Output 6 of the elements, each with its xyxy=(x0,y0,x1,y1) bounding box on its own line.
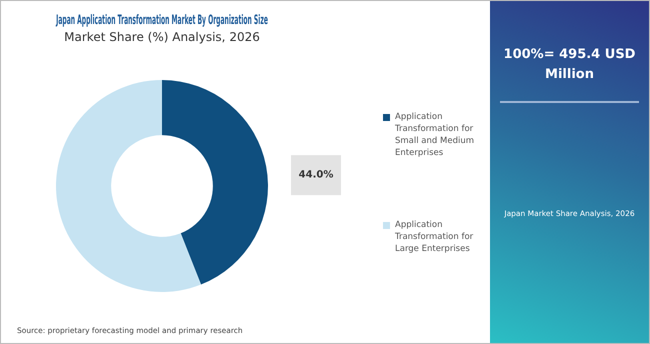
text: 100%= 495.4 USD Million xyxy=(502,46,636,84)
legend-label: Application Transformation for Small and Medium Enterprises xyxy=(394,111,475,159)
chart-title: Japan Application Transformation Market By Organization Size xyxy=(55,14,268,28)
legend-label: Application Transformation for Large Enterprises xyxy=(394,219,474,255)
data-label: 44.0% xyxy=(298,170,334,181)
chart-subtitle: Market Share (%) Analysis, 2026 xyxy=(64,30,260,44)
